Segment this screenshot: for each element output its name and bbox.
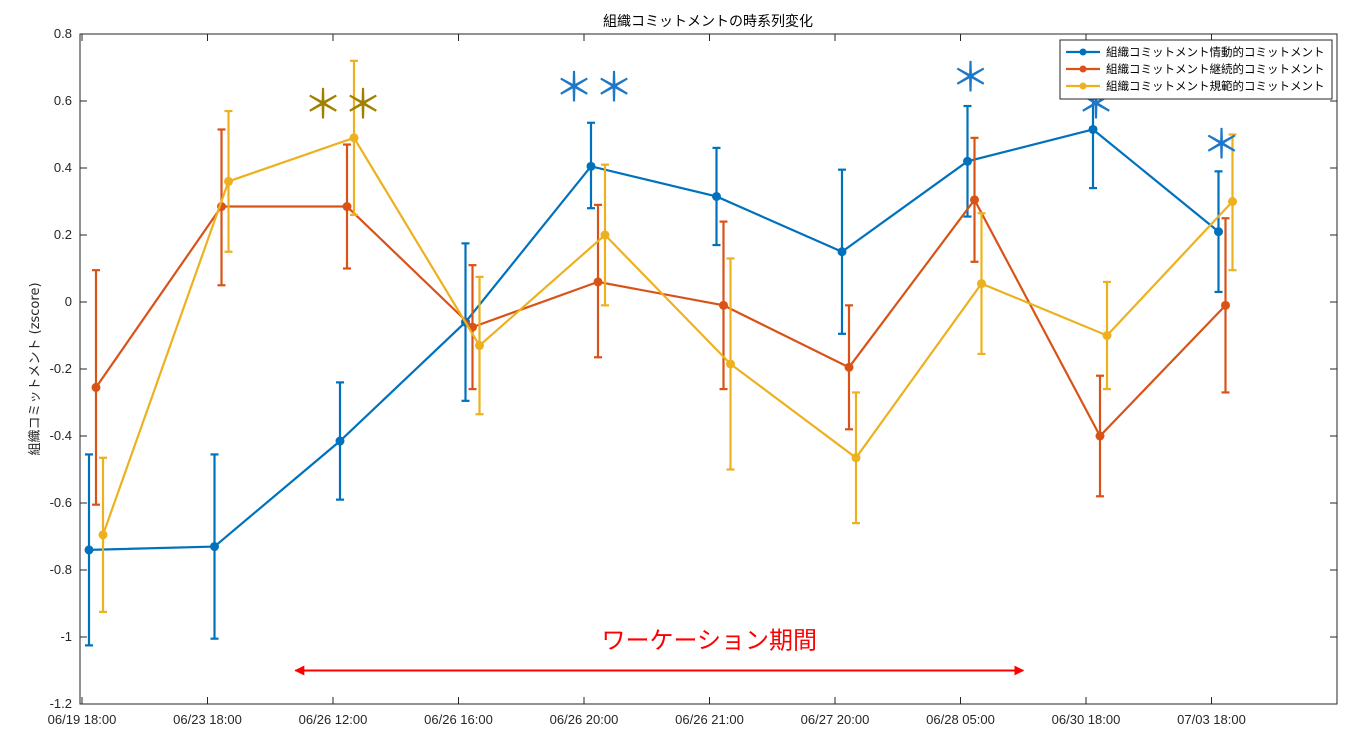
significance-marker: ＊ — [1202, 122, 1242, 168]
y-tick-label: -0.8 — [50, 562, 72, 577]
y-axis-label: 組織コミットメント (zscore) — [28, 282, 43, 455]
data-point — [1102, 331, 1112, 340]
data-point — [600, 230, 610, 240]
series-line — [101, 136, 1234, 536]
y-tick-label: 0 — [65, 294, 72, 309]
data-point — [224, 176, 233, 186]
y-axis: 0.8 0.6 0.4 0.2 0 -0.2 -0.4 -0.6 -0.8 -1 -1.2 — [50, 26, 1337, 711]
period-label: ワーケーション期間 — [602, 627, 818, 655]
y-tick-label: -0.6 — [50, 495, 72, 510]
y-tick-label: 0.2 — [54, 227, 72, 242]
x-axis: 06/19 18:00 06/23 18:00 06/26 12:00 06/26 1… — [48, 34, 1246, 727]
data-point — [593, 277, 603, 287]
series-1 — [84, 69, 1223, 647]
data-point — [586, 161, 596, 171]
y-tick-label: -1.2 — [50, 696, 72, 711]
data-point — [210, 542, 219, 552]
data-point — [712, 191, 721, 201]
legend-swatch-marker — [1079, 48, 1087, 56]
x-tick-label: 06/19 18:00 — [48, 712, 117, 727]
data-point — [1088, 124, 1098, 134]
data-point — [1214, 227, 1223, 237]
data-point — [719, 300, 728, 310]
series-layer — [84, 59, 1237, 647]
data-point — [851, 453, 861, 463]
x-tick-label: 06/30 18:00 — [1052, 712, 1121, 727]
data-point — [1228, 197, 1237, 206]
y-tick-label: 0.6 — [54, 93, 72, 108]
data-point — [977, 279, 986, 289]
y-tick-label: 0.4 — [54, 160, 72, 175]
x-tick-label: 06/23 18:00 — [173, 712, 242, 727]
data-point — [335, 436, 345, 446]
data-point — [342, 202, 352, 212]
data-point — [726, 359, 735, 369]
data-point — [1221, 300, 1230, 310]
x-tick-label: 06/28 05:00 — [926, 712, 995, 727]
series-3 — [98, 59, 1237, 613]
significance-marker: ＊ — [951, 55, 991, 101]
data-point — [837, 247, 847, 257]
data-point — [844, 362, 854, 372]
significance-marker: ＊＊ — [554, 65, 634, 111]
x-tick-label: 06/26 16:00 — [424, 712, 493, 727]
significance-marker: ＊＊ — [303, 82, 383, 128]
data-point — [970, 195, 979, 205]
data-point — [91, 382, 101, 392]
legend-item-label: 組織コミットメント継続的コミットメント — [1106, 62, 1325, 76]
x-tick-label: 06/26 20:00 — [550, 712, 619, 727]
legend-item-label: 組織コミットメント規範的コミットメント — [1106, 79, 1325, 93]
legend-item-label: 組織コミットメント情動的コミットメント — [1106, 45, 1325, 59]
period-annotation: ワーケーション期間 — [294, 627, 1025, 676]
x-tick-label: 06/26 12:00 — [299, 712, 368, 727]
series-line — [88, 128, 1220, 551]
plot-area — [79, 33, 1338, 705]
x-tick-label: 06/26 21:00 — [675, 712, 744, 727]
data-point — [98, 530, 108, 540]
legend-box — [1059, 39, 1333, 100]
data-point — [963, 156, 972, 166]
data-point — [349, 133, 359, 143]
x-tick-label: 07/03 18:00 — [1177, 712, 1246, 727]
y-tick-label: 0.8 — [54, 26, 72, 41]
legend-swatch-marker — [1079, 65, 1087, 73]
data-point — [475, 341, 484, 351]
annotation-layer: ＊＊ ＊＊ ＊＊＊ — [303, 55, 1242, 168]
legend-swatch-marker — [1079, 82, 1087, 90]
data-point — [84, 545, 94, 555]
y-tick-label: -0.4 — [50, 428, 72, 443]
chart-title: 組織コミットメントの時系列変化 — [603, 13, 813, 30]
x-tick-label: 06/27 20:00 — [801, 712, 870, 727]
data-point — [1095, 431, 1105, 441]
legend[interactable]: 組織コミットメント情動的コミットメント組織コミットメント継続的コミットメント組織… — [1059, 39, 1333, 100]
y-tick-label: -0.2 — [50, 361, 72, 376]
y-tick-label: -1 — [60, 629, 72, 644]
